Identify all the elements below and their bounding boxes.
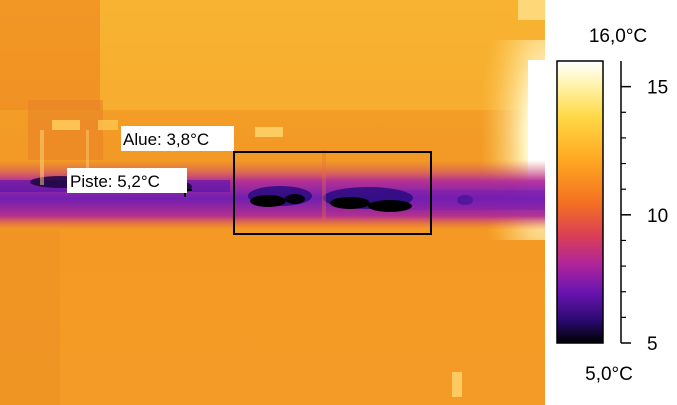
spot-label: Piste: 5,2°C (67, 168, 187, 193)
scale-ticks: 15 10 5 (620, 61, 668, 355)
spot-label-text: Piste: 5,2°C (70, 172, 160, 191)
scale-min-label: 5,0°C (585, 364, 633, 385)
scale-max-label: 16,0°C (589, 26, 647, 47)
area-label-text: Alue: 3,8°C (123, 130, 209, 149)
scale-tick-label: 5 (647, 334, 658, 355)
measurement-area-box (233, 151, 432, 235)
color-scale-bar (556, 60, 604, 344)
temperature-scale: 16,0°C 15 10 5 5,0°C (556, 26, 668, 385)
scale-tick-label: 10 (647, 206, 668, 227)
thermal-image (0, 0, 545, 405)
area-label: Alue: 3,8°C (121, 126, 234, 151)
scale-tick-label: 15 (647, 78, 668, 99)
